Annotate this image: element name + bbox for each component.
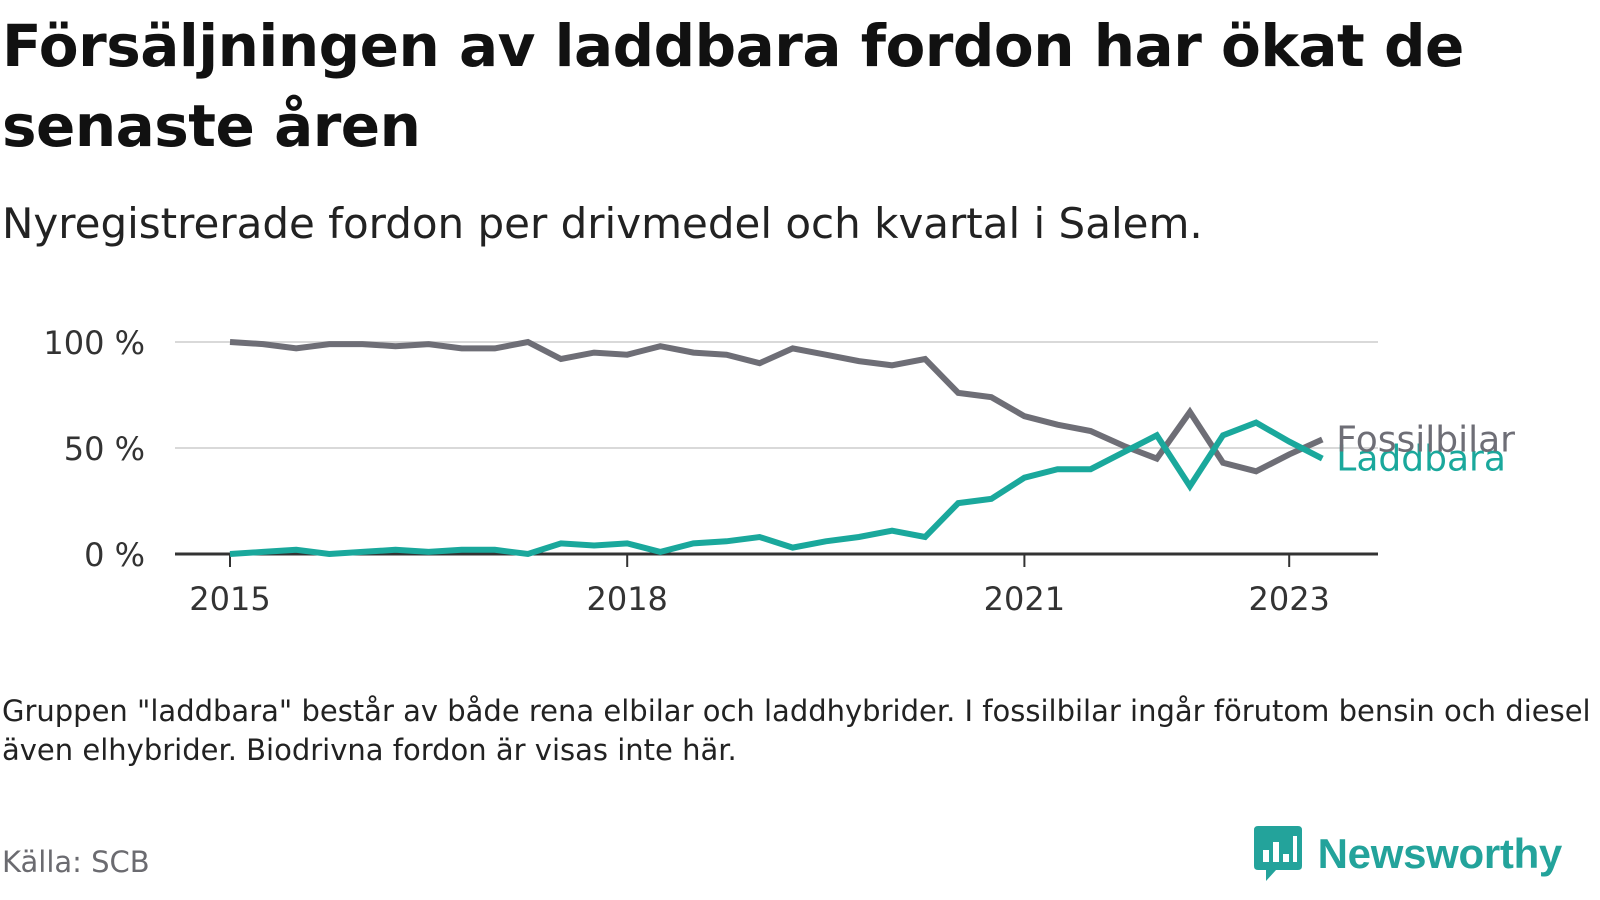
x-tick-label: 2023 <box>1248 580 1329 618</box>
x-tick-label: 2021 <box>984 580 1065 618</box>
footnote: Gruppen "laddbara" består av både rena e… <box>2 694 1591 767</box>
series-line-fossilbilar <box>229 338 1324 475</box>
y-tick-label: 50 % <box>64 430 145 468</box>
x-tick-label: 2018 <box>586 580 667 618</box>
chart-title: Försäljningen av laddbara fordon har öka… <box>2 12 1464 160</box>
y-tick-label: 100 % <box>43 324 145 362</box>
y-tick-label: 0 % <box>84 536 145 574</box>
brand-logo: Newsworthy <box>1253 826 1563 882</box>
y-axis-ticks: 0 % 50 % 100 % <box>43 324 145 574</box>
series-lines <box>229 338 1324 558</box>
series-line-laddbara <box>229 419 1324 558</box>
chart-subtitle: Nyregistrerade fordon per drivmedel och … <box>2 199 1203 248</box>
x-tick-label: 2015 <box>189 580 270 618</box>
line-chart: 0 % 50 % 100 % 2015 2018 2021 2023 LaddbaraFo… <box>43 324 1515 618</box>
x-axis-ticks: 2015 2018 2021 2023 <box>189 554 1330 618</box>
brand-name: Newsworthy <box>1317 830 1563 877</box>
source-credit: Källa: SCB <box>2 845 150 879</box>
grid-lines <box>175 341 1378 556</box>
series-label-laddbara: Laddbara <box>1336 439 1506 480</box>
newsworthy-logo-icon <box>1253 826 1302 881</box>
series-label-fossilbilar: Fossilbilar <box>1336 420 1515 461</box>
